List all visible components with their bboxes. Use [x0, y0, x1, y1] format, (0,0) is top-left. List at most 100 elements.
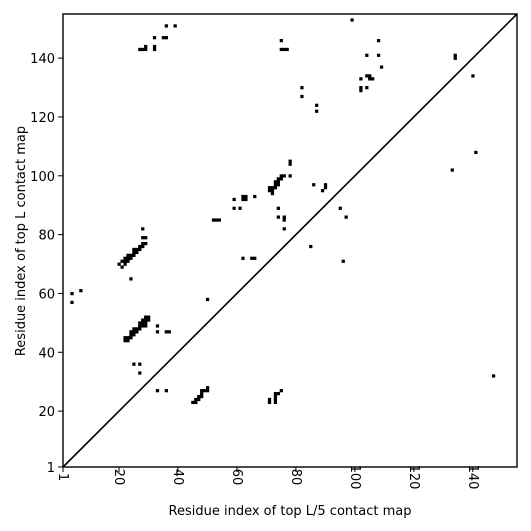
- y-tick-label: 20: [38, 405, 55, 420]
- contact-point: [141, 318, 145, 322]
- y-tick-label: 60: [38, 287, 55, 302]
- contact-point: [273, 397, 278, 402]
- contact-point: [214, 218, 219, 222]
- contact-point: [164, 389, 168, 393]
- contact-point: [288, 162, 292, 166]
- contact-point: [315, 103, 319, 107]
- contact-point: [147, 318, 151, 322]
- contact-point: [132, 333, 136, 337]
- contact-point: [70, 300, 74, 305]
- contact-point: [270, 186, 275, 190]
- contact-point: [253, 256, 257, 260]
- contact-point: [120, 259, 124, 263]
- contact-point: [350, 18, 354, 22]
- contact-point: [135, 327, 139, 331]
- contact-point: [144, 315, 148, 319]
- x-tick-label: 140: [465, 465, 480, 490]
- contact-point: [129, 330, 133, 334]
- contact-point: [273, 186, 278, 190]
- y-tick-label: 100: [30, 170, 55, 185]
- contact-point: [126, 336, 130, 340]
- x-tick-label: 80: [288, 469, 303, 486]
- contact-point: [138, 244, 142, 249]
- contact-point: [323, 183, 328, 187]
- contact-point: [300, 86, 304, 90]
- contact-point: [173, 24, 177, 28]
- contact-point: [141, 324, 145, 328]
- contact-point: [238, 206, 242, 210]
- contact-point: [203, 389, 207, 393]
- x-tick-label: 100: [347, 465, 362, 490]
- contact-point: [279, 389, 283, 393]
- contact-point: [232, 206, 236, 210]
- contact-point: [338, 206, 342, 210]
- contact-point: [273, 180, 278, 184]
- contact-point: [135, 247, 139, 252]
- contact-point: [141, 227, 145, 231]
- contact-point: [344, 215, 348, 219]
- x-axis-ticks: 1 20 40 60 80 100 120 140: [55, 465, 480, 490]
- x-tick-label: 20: [111, 469, 126, 486]
- contact-point: [376, 39, 381, 43]
- contact-point: [359, 77, 363, 81]
- contact-point: [144, 236, 148, 240]
- x-tick-label: 1: [55, 473, 70, 481]
- contact-point: [197, 394, 201, 399]
- contact-point: [129, 256, 133, 260]
- x-tick-label: 60: [229, 469, 244, 486]
- contact-point: [164, 330, 168, 334]
- contact-point: [205, 386, 210, 390]
- y-tick-label: 120: [30, 111, 55, 126]
- contact-point: [144, 241, 148, 246]
- contact-point: [141, 236, 145, 240]
- contact-point: [282, 227, 286, 231]
- contact-point: [79, 289, 83, 293]
- contact-point: [300, 94, 304, 99]
- contact-point: [138, 371, 142, 375]
- contact-point: [141, 47, 145, 52]
- contact-point: [276, 215, 280, 219]
- contact-point: [279, 177, 283, 181]
- contact-point: [320, 189, 325, 193]
- contact-point: [453, 56, 457, 60]
- contact-point: [279, 39, 283, 43]
- contact-point: [471, 74, 475, 78]
- contact-point: [155, 330, 160, 334]
- contact-point: [135, 250, 139, 255]
- contact-point: [279, 174, 283, 178]
- contact-point: [217, 218, 222, 222]
- y-axis-label: Residue index of top L contact map: [14, 126, 29, 356]
- contact-point: [267, 189, 272, 193]
- contact-point: [267, 397, 272, 402]
- diagonal-reference-line: [62, 13, 518, 468]
- contact-point: [138, 327, 142, 331]
- contact-point: [276, 206, 280, 210]
- contact-point: [129, 336, 133, 340]
- contact-point: [315, 109, 319, 113]
- x-axis-label: Residue index of top L/5 contact map: [169, 504, 412, 519]
- contact-point: [70, 291, 74, 296]
- contact-point: [323, 186, 328, 190]
- contact-point: [126, 256, 130, 260]
- y-tick-label: 140: [30, 52, 55, 67]
- contact-point: [273, 183, 278, 187]
- y-tick-label: 1: [47, 461, 55, 476]
- contact-point: [368, 74, 372, 78]
- contact-point: [167, 330, 171, 334]
- contact-point: [365, 53, 369, 57]
- contact-point: [144, 318, 148, 322]
- contact-point: [273, 394, 278, 399]
- contact-point: [276, 391, 280, 396]
- x-tick-label: 40: [170, 469, 185, 486]
- contact-point: [161, 36, 166, 40]
- contact-point: [205, 389, 210, 393]
- contact-point: [241, 197, 245, 202]
- contact-point: [152, 36, 157, 40]
- contact-point: [144, 47, 148, 52]
- contact-point: [276, 183, 280, 187]
- contact-point: [132, 362, 136, 366]
- contact-point: [194, 400, 198, 405]
- contact-point: [359, 86, 363, 90]
- contact-point: [141, 321, 145, 325]
